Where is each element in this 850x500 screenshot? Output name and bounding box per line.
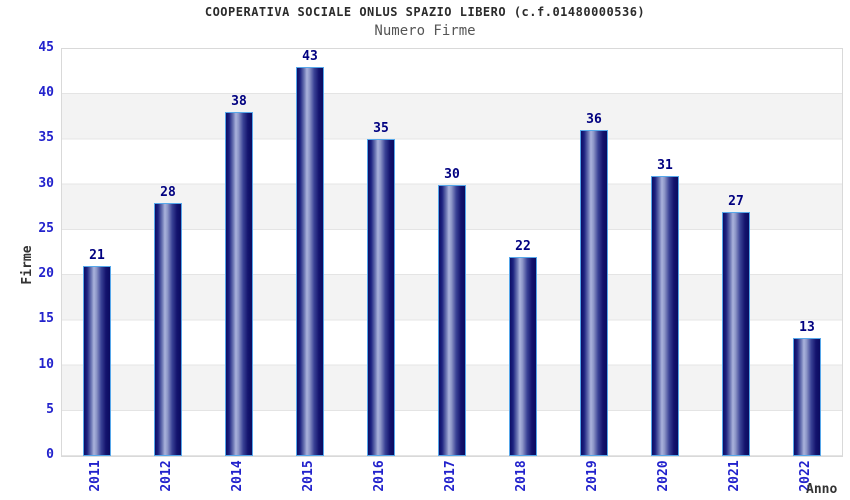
bar [793,338,821,456]
bar-value-label: 31 [657,158,673,173]
y-tick-label: 30 [38,175,54,191]
chart-subtitle: Numero Firme [374,23,476,39]
y-tick-label: 40 [38,85,54,101]
bar [154,203,182,456]
x-tick-label: 2017 [443,460,458,492]
bar-value-label: 30 [444,167,460,182]
bar-value-label: 13 [799,320,815,335]
bar [509,257,537,456]
y-tick-label: 35 [38,130,54,146]
y-tick-label: 15 [38,311,54,327]
x-tick-label: 2021 [727,460,742,492]
bar [367,139,395,456]
bar-value-label: 28 [160,185,176,200]
y-tick-label: 20 [38,266,54,282]
y-tick-label: 0 [46,447,54,462]
bar-value-label: 21 [89,248,105,263]
x-axis-tick-labels: 2011 2012 2014 2015 2016 2017 2018 2019 2020 2021… [61,456,841,500]
bar [83,266,111,456]
bar-value-label: 35 [373,121,389,136]
plot-area: 21 28 38 43 35 30 22 36 31 27 13 [61,48,843,457]
x-tick-label: 2018 [514,460,529,492]
y-tick-label: 5 [46,401,54,417]
y-axis-title: Firme [20,245,35,285]
y-tick-label: 10 [38,356,54,372]
x-axis-title: Anno [806,482,838,497]
x-tick-label: 2019 [585,460,600,492]
bar [651,176,679,456]
bar-value-label: 43 [302,49,318,64]
bar [722,212,750,456]
bar-value-label: 22 [515,239,531,254]
bar [580,130,608,456]
y-axis-tick-labels: 0 5 10 15 20 25 30 35 40 45 [0,40,54,462]
y-tick-label: 45 [38,40,54,55]
bar [296,67,324,456]
x-tick-label: 2012 [159,460,174,492]
x-tick-label: 2014 [230,460,245,492]
bar [438,185,466,456]
x-tick-label: 2020 [656,460,671,492]
bar [225,112,253,456]
x-tick-label: 2011 [88,460,103,492]
chart-title: COOPERATIVA SOCIALE ONLUS SPAZIO LIBERO … [204,5,646,19]
x-tick-label: 2016 [372,460,387,492]
bar-value-label: 27 [728,194,744,209]
y-tick-label: 25 [38,220,54,236]
bar-value-label: 38 [231,94,247,109]
bar-value-label: 36 [586,112,602,127]
x-tick-label: 2015 [301,460,316,492]
